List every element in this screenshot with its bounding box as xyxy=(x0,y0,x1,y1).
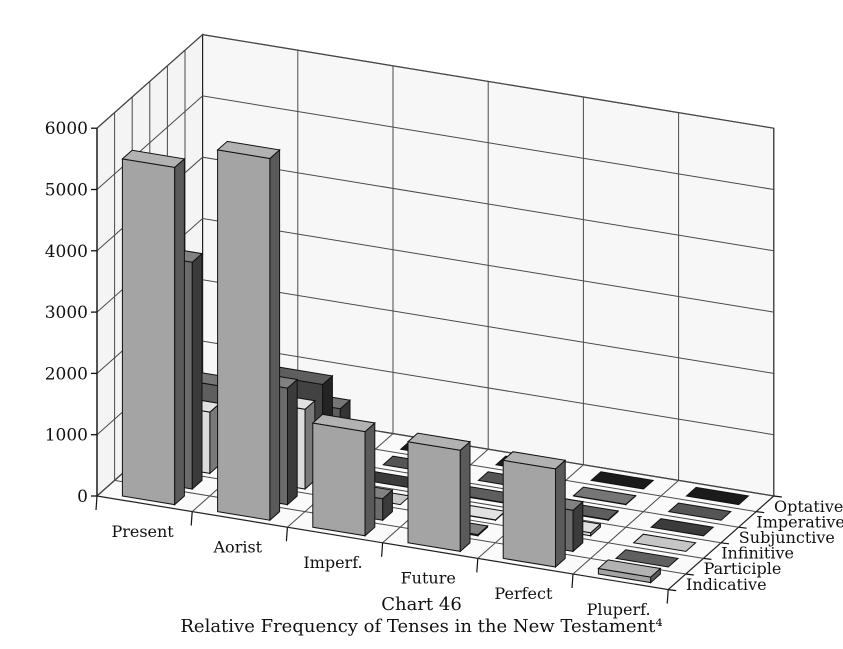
bar-front-face xyxy=(121,158,176,506)
bar xyxy=(406,432,472,553)
depth-tick-mark xyxy=(720,542,730,545)
y-axis: 0 1000 2000 3000 4000 5000 6000 xyxy=(45,119,98,507)
x-tick-mark xyxy=(285,527,288,542)
depth-tick-mark xyxy=(756,511,765,514)
bar-side-face xyxy=(555,459,566,569)
bar-floor-marker xyxy=(650,518,715,537)
depth-axis: IndicativeParticipleInfinitiveSubjunctiv… xyxy=(668,495,843,594)
bar-top-face xyxy=(311,413,376,433)
bar xyxy=(632,533,697,552)
bar-side-face xyxy=(191,252,203,491)
bar-floor-marker xyxy=(614,549,680,568)
bar-front-face xyxy=(502,459,556,568)
x-category-label: Perfect xyxy=(494,584,553,603)
x-category-label: Aorist xyxy=(213,537,263,556)
bar-top-face xyxy=(121,149,186,168)
bar xyxy=(650,518,715,537)
bar-side-face xyxy=(174,157,185,506)
depth-tick-mark xyxy=(668,589,677,592)
bar-top-face xyxy=(406,432,472,451)
depth-category-label: Indicative xyxy=(686,575,767,594)
bar xyxy=(311,413,376,537)
bars xyxy=(121,140,750,584)
bar xyxy=(502,451,567,569)
x-category-label: Imperf. xyxy=(303,553,362,572)
x-category-label: Present xyxy=(111,522,174,541)
depth-category-label: Imperative xyxy=(756,512,843,531)
bar xyxy=(614,549,680,568)
y-tick-label: 4000 xyxy=(45,242,88,262)
y-tick-label: 1000 xyxy=(45,426,88,446)
bar xyxy=(667,502,732,521)
bar xyxy=(572,486,637,506)
x-tick-mark xyxy=(571,573,574,589)
bar-side-face xyxy=(287,378,298,506)
bar xyxy=(590,471,655,490)
x-category-label: Pluperf. xyxy=(587,600,651,619)
bar-floor-marker xyxy=(667,502,732,521)
y-tick-label: 5000 xyxy=(45,181,88,201)
bar-top-face xyxy=(502,451,567,470)
x-axis: Present Aorist Imperf. Future Perfect Pluperf… xyxy=(95,495,669,619)
bar-floor-marker xyxy=(590,471,655,490)
depth-tick-mark xyxy=(773,495,782,498)
chart-number: Chart 46 xyxy=(381,594,462,615)
x-tick-mark xyxy=(190,511,193,526)
x-tick-mark xyxy=(95,495,98,511)
x-tick-mark xyxy=(666,589,669,604)
y-tick-label: 0 xyxy=(77,487,88,507)
depth-category-label: Participle xyxy=(704,559,782,578)
depth-tick-mark xyxy=(703,557,712,560)
bar-side-face xyxy=(269,148,281,522)
y-tick-label: 6000 xyxy=(45,119,88,139)
bar-front-face xyxy=(217,149,271,521)
x-tick-mark xyxy=(381,542,384,557)
bar-side-face xyxy=(364,421,376,537)
depth-tick-mark xyxy=(738,526,747,529)
bar-floor-marker xyxy=(632,533,697,552)
x-category-label: Future xyxy=(401,569,456,588)
bar-top-face xyxy=(597,559,662,578)
bar-side-face xyxy=(459,440,471,553)
bar-front-face xyxy=(407,441,461,552)
bar-front-face xyxy=(312,422,366,537)
bar-top-face xyxy=(216,140,281,160)
y-tick-label: 3000 xyxy=(45,303,88,323)
y-tick-label: 2000 xyxy=(45,364,88,384)
x-tick-mark xyxy=(476,558,479,573)
bar-top-face xyxy=(572,486,637,505)
bar xyxy=(597,559,662,584)
depth-tick-mark xyxy=(685,573,694,576)
bar xyxy=(685,486,750,506)
depth-category-label: Subjunctive xyxy=(739,528,835,547)
depth-category-label: Infinitive xyxy=(721,544,794,563)
bar xyxy=(121,149,186,506)
depth-category-label: Optative xyxy=(774,497,843,516)
bar-floor-marker xyxy=(685,486,750,506)
bar xyxy=(216,140,281,522)
chart-title: Relative Frequency of Tenses in the New … xyxy=(180,616,663,637)
floor-gridline xyxy=(572,480,679,575)
